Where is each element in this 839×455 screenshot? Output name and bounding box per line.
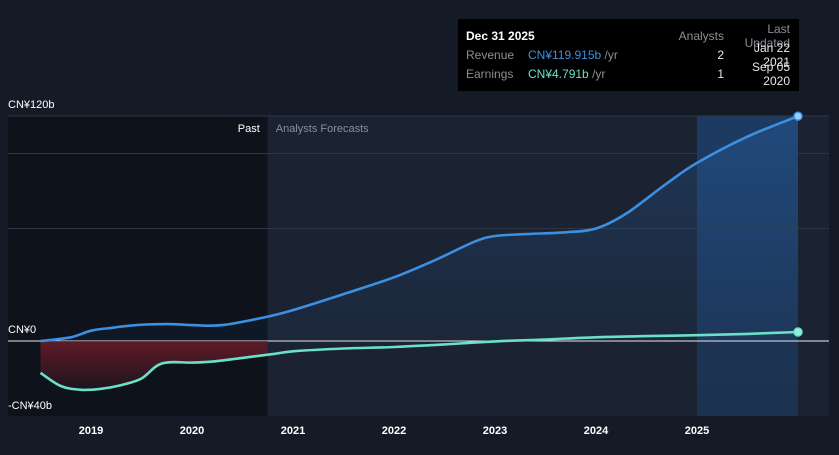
- tooltip-revenue-label: Revenue: [466, 47, 515, 62]
- tooltip-revenue-updated: Jan 22 2021: [753, 40, 790, 69]
- tooltip-revenue-value: CN¥119.915b: [528, 47, 602, 62]
- tooltip-earnings-updated: Sep 05 2020: [751, 59, 790, 88]
- tooltip-row-earnings: Earnings CN¥4.791b /yr 1 Sep 05 2020: [466, 60, 790, 88]
- x-tick-label: 2021: [281, 425, 305, 437]
- past-label: Past: [238, 123, 260, 135]
- y-tick-label: -CN¥40b: [8, 400, 52, 412]
- tooltip-revenue-unit: /yr: [604, 47, 618, 62]
- tooltip-panel: Dec 31 2025 Analysts Last Updated Revenu…: [458, 19, 799, 91]
- y-tick-label: CN¥0: [8, 324, 36, 336]
- x-tick-label: 2023: [483, 425, 507, 437]
- earnings-end-marker: [793, 327, 803, 337]
- tooltip-revenue-analysts: 2: [717, 47, 724, 62]
- tooltip-col-updated: Last Updated: [744, 21, 790, 50]
- tooltip-col-analysts: Analysts: [678, 28, 724, 43]
- x-tick-label: 2022: [382, 425, 406, 437]
- tooltip-earnings-value: CN¥4.791b: [528, 66, 589, 81]
- tooltip-row-revenue: Revenue CN¥119.915b /yr 2 Jan 22 2021: [466, 41, 790, 69]
- x-tick-label: 2024: [584, 425, 609, 437]
- tooltip-earnings-unit: /yr: [592, 66, 606, 81]
- tooltip-earnings-label: Earnings: [466, 66, 514, 81]
- y-tick-label: CN¥120b: [8, 99, 54, 111]
- revenue-end-marker: [793, 111, 803, 121]
- tooltip-date: Dec 31 2025: [466, 28, 535, 43]
- tooltip-header: Dec 31 2025 Analysts Last Updated: [466, 22, 790, 50]
- forecast-label: Analysts Forecasts: [276, 123, 369, 135]
- x-tick-label: 2025: [685, 425, 709, 437]
- earnings-line: [39, 330, 799, 392]
- x-tick-label: 2020: [180, 425, 204, 437]
- revenue-area: [40, 116, 798, 341]
- x-tick-label: 2019: [79, 425, 103, 437]
- revenue-line: [40, 114, 799, 343]
- earnings-negative-area: [40, 341, 268, 390]
- tooltip-earnings-analysts: 1: [717, 66, 724, 81]
